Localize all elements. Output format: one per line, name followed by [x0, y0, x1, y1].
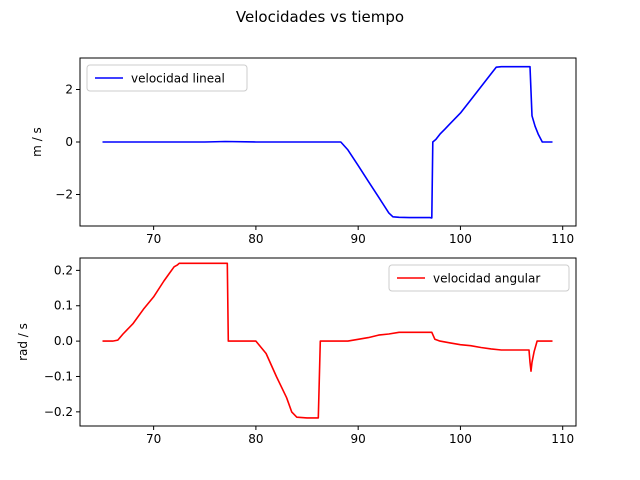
- plots-container: 70 80 90 100 110 −2 0 2 m / s velocidad lineal 70 8…: [16, 57, 577, 446]
- y-tick-label: 0: [65, 135, 73, 149]
- x-tick-label: 80: [248, 432, 263, 446]
- y-tick-label: 2: [65, 83, 73, 97]
- legend-bottom: velocidad angular: [388, 264, 570, 292]
- y-tick-label: −0.2: [44, 405, 73, 419]
- legend-box: [388, 264, 570, 292]
- legend-label: velocidad lineal: [131, 72, 225, 86]
- axes-frame-bottom: [79, 257, 577, 427]
- series-line-velocidad-angular: [102, 262, 553, 419]
- y-tick-label: 0.0: [54, 334, 73, 348]
- series-line-velocidad-lineal: [102, 65, 553, 219]
- x-tick-label: 110: [551, 232, 574, 246]
- x-tick-label: 70: [146, 432, 161, 446]
- y-axis-label: m / s: [30, 127, 44, 157]
- y-tick-label: 0.2: [54, 263, 73, 277]
- y-tick-label: −2: [55, 188, 73, 202]
- y-tick-label: 0.1: [54, 299, 73, 313]
- legend-top: velocidad lineal: [86, 64, 248, 92]
- figure-title: Velocidades vs tiempo: [236, 8, 404, 26]
- y-axis-label: rad / s: [16, 323, 30, 361]
- subplot-top: 70 80 90 100 110 −2 0 2 m / s velocidad lineal: [30, 57, 577, 246]
- subplot-bottom: 70 80 90 100 110 −0.2 −0.1 0.0 0.1 0.2 rad / s velo…: [16, 257, 577, 446]
- x-tick-label: 100: [449, 232, 472, 246]
- x-tick-label: 100: [449, 432, 472, 446]
- legend-box: [86, 64, 248, 92]
- x-tick-label: 80: [248, 232, 263, 246]
- x-tick-label: 110: [551, 432, 574, 446]
- legend-label: velocidad angular: [433, 272, 540, 286]
- x-tick-label: 70: [146, 232, 161, 246]
- x-tick-label: 90: [351, 432, 366, 446]
- y-tick-label: −0.1: [44, 369, 73, 383]
- x-tick-label: 90: [351, 232, 366, 246]
